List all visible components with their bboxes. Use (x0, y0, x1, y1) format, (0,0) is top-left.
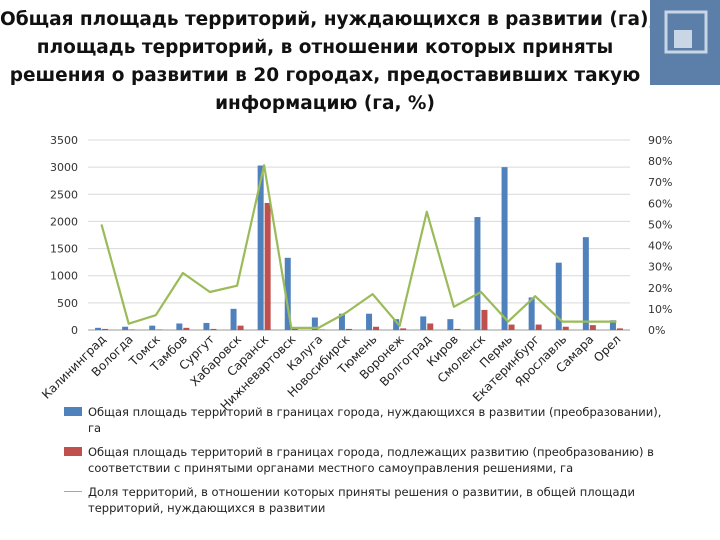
y-left-tick-label: 2500 (50, 188, 78, 201)
bar-series1 (366, 313, 373, 330)
bar-series1 (149, 325, 156, 330)
y-right-tick-label: 90% (648, 134, 672, 147)
bar-series2 (129, 329, 136, 330)
y-right-tick-label: 0% (648, 324, 665, 337)
legend: Общая площадь территорий в границах горо… (64, 404, 664, 516)
bar-series1 (203, 322, 210, 330)
bar-series2 (427, 323, 434, 330)
bar-series2 (508, 324, 515, 330)
bar-series2 (345, 328, 352, 330)
legend-swatch-red (64, 447, 82, 456)
bars (95, 165, 623, 330)
y-left-tick-label: 0 (71, 324, 78, 337)
title-line: Общая площадь территорий, нуждающихся в … (0, 9, 656, 30)
legend-swatch-blue (64, 407, 82, 416)
bar-series1 (122, 326, 129, 330)
bar-series2 (318, 329, 325, 330)
y-right-tick-label: 40% (648, 240, 672, 253)
legend-label: Общая площадь территорий в границах горо… (88, 445, 654, 475)
bar-series1 (474, 217, 481, 330)
chart-title: Общая площадь территорий, нуждающихся в … (0, 6, 656, 118)
bar-series1 (230, 308, 237, 330)
bar-series1 (420, 316, 427, 330)
legend-label: Доля территорий, в отношении которых при… (88, 485, 635, 515)
bar-series2 (264, 202, 271, 330)
y-right-tick-label: 20% (648, 282, 672, 295)
bar-series1 (555, 262, 562, 330)
bar-series2 (562, 326, 569, 330)
share-line (100, 164, 617, 329)
deco-square-inner (674, 30, 692, 48)
bar-series2 (589, 325, 596, 330)
bar-series1 (582, 237, 589, 330)
title-line: площадь территорий, в отношении которых … (36, 37, 614, 58)
bar-series2 (291, 328, 298, 330)
gridlines (88, 139, 630, 331)
bar-series1 (257, 165, 264, 330)
category-labels: КалининградВологдаТомскТамбовСургутХабар… (39, 332, 624, 413)
bar-series1 (528, 297, 535, 330)
y-right-tick-label: 70% (648, 176, 672, 189)
bar-series2 (210, 328, 217, 330)
bar-series2 (373, 326, 380, 330)
title-line: информацию (га, %) (215, 93, 435, 114)
y-left-tick-label: 3000 (50, 161, 78, 174)
legend-item-series2: Общая площадь территорий в границах горо… (64, 444, 664, 476)
bar-series2 (400, 328, 407, 330)
bar-series2 (102, 328, 109, 330)
y-left-tick-label: 3500 (50, 134, 78, 147)
bar-series1 (176, 323, 183, 330)
bar-series2 (535, 324, 542, 330)
legend-item-series3: Доля территорий, в отношении которых при… (64, 484, 664, 516)
y-right-tick-label: 80% (648, 155, 672, 168)
bar-series1 (447, 319, 454, 330)
y-right-tick-label: 30% (648, 261, 672, 274)
bar-series1 (311, 317, 318, 330)
bar-series1 (609, 320, 616, 330)
y-left-tick-label: 1500 (50, 243, 78, 256)
y-right-tick-label: 10% (648, 303, 672, 316)
y-right-tick-label: 50% (648, 218, 672, 231)
series3-line (100, 164, 617, 329)
y-left-tick-label: 1000 (50, 270, 78, 283)
legend-label: Общая площадь территорий в границах горо… (88, 405, 662, 435)
title-line: решения о развитии в 20 городах, предост… (9, 65, 641, 86)
bar-series2 (156, 329, 163, 330)
bar-series2 (183, 327, 190, 330)
bar-series2 (237, 325, 244, 330)
bar-series2 (616, 328, 623, 330)
y-left-tick-label: 500 (57, 297, 78, 310)
bar-series2 (454, 328, 461, 330)
bar-series1 (501, 167, 508, 330)
bar-series2 (481, 309, 488, 330)
legend-swatch-green (64, 491, 82, 492)
y-axis-right: 0% 10% 20% 30% 40% 50% 60% 70% 80% 90% (648, 134, 672, 337)
bar-series1 (393, 319, 400, 330)
y-axis-left: 0 500 1000 1500 2000 2500 3000 3500 (50, 134, 78, 337)
legend-item-series1: Общая площадь территорий в границах горо… (64, 404, 664, 436)
deco-square-outline (664, 10, 708, 54)
category-label: Орел (591, 332, 624, 365)
y-right-tick-label: 60% (648, 197, 672, 210)
bar-series1 (338, 313, 345, 330)
bar-series1 (284, 257, 291, 330)
y-left-tick-label: 2000 (50, 215, 78, 228)
corner-decoration (650, 0, 720, 85)
bar-series1 (95, 327, 102, 330)
